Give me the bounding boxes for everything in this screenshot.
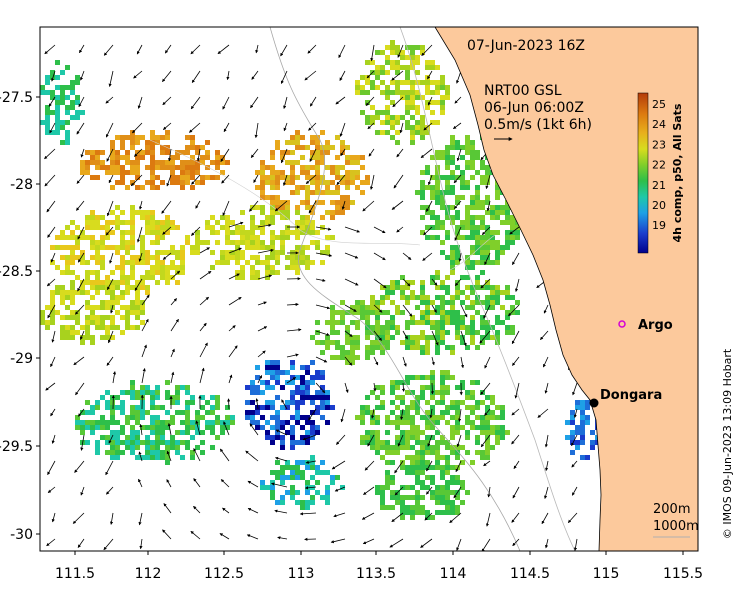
colorbar-tick-label: 20 [652,199,666,212]
latitude-axis: -27.5 -28 -28.5 -29 -29.5 -30 [0,90,40,543]
town-dot-icon [590,399,599,408]
x-tick-label: 114.5 [510,566,550,582]
colorbar-scale [638,93,648,253]
isobath-1000-label: 1000m [653,519,699,534]
source-line-3: 0.5m/s (1kt 6h) [484,117,592,133]
source-line-1: NRT00 GSL [484,83,562,99]
colorbar-tick-label: 25 [652,98,666,111]
x-tick-label: 115 [593,566,620,582]
x-tick-label: 113.5 [356,566,396,582]
dongara-label: Dongara [600,388,662,403]
colorbar-tick-label: 24 [652,118,666,131]
colorbar-tick-label: 22 [652,159,666,172]
argo-label: Argo [638,318,673,333]
y-tick-label: -28.5 [0,264,33,280]
y-tick-label: -30 [10,527,33,543]
y-tick-label: -28 [10,177,33,193]
x-tick-label: 115.5 [663,566,703,582]
date-label: 07-Jun-2023 16Z [467,38,585,54]
colorbar-tick-label: 23 [652,138,666,151]
colorbar-tick-label: 21 [652,179,666,192]
longitude-axis: 111.5 112 112.5 113 113.5 114 114.5 115 115.5 [55,551,703,582]
isobath-200-label: 200m [653,502,690,517]
x-tick-label: 113 [288,566,315,582]
credit-label: © IMOS 09-Jun-2023 13:09 Hobart [721,348,734,539]
y-tick-label: -29 [10,351,33,367]
x-tick-label: 111.5 [55,566,95,582]
y-tick-label: -29.5 [0,439,33,455]
source-line-2: 06-Jun 06:00Z [484,100,584,116]
colorbar-tick-label: 19 [652,219,666,232]
x-tick-label: 114 [440,566,467,582]
x-tick-label: 112.5 [204,566,244,582]
y-tick-label: -27.5 [0,90,33,106]
colorbar-title: 4h comp, p50, All Sats [671,103,684,242]
x-tick-label: 112 [135,566,162,582]
